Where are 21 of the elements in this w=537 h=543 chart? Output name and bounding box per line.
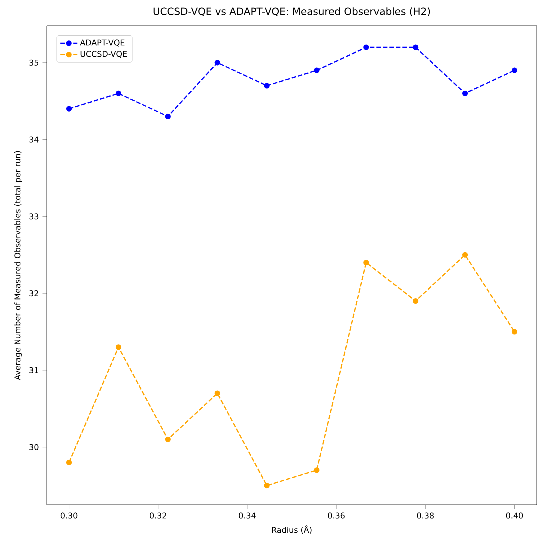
point [314,68,320,74]
point [214,390,220,396]
point [66,460,72,466]
point [264,482,270,489]
point [413,44,419,50]
point [165,114,171,120]
point [116,344,122,350]
point [364,260,370,266]
point [264,83,270,89]
point [462,90,468,96]
chart-title: UCCSD-VQE vs ADAPT-VQE: Measured Observables (H2) [154,8,430,16]
point [214,60,220,66]
point [413,298,419,304]
point [314,468,320,474]
point [165,436,171,442]
point [512,329,518,335]
point [116,90,122,96]
point [462,252,468,258]
point [512,68,518,74]
point [66,106,72,112]
point [364,44,370,50]
